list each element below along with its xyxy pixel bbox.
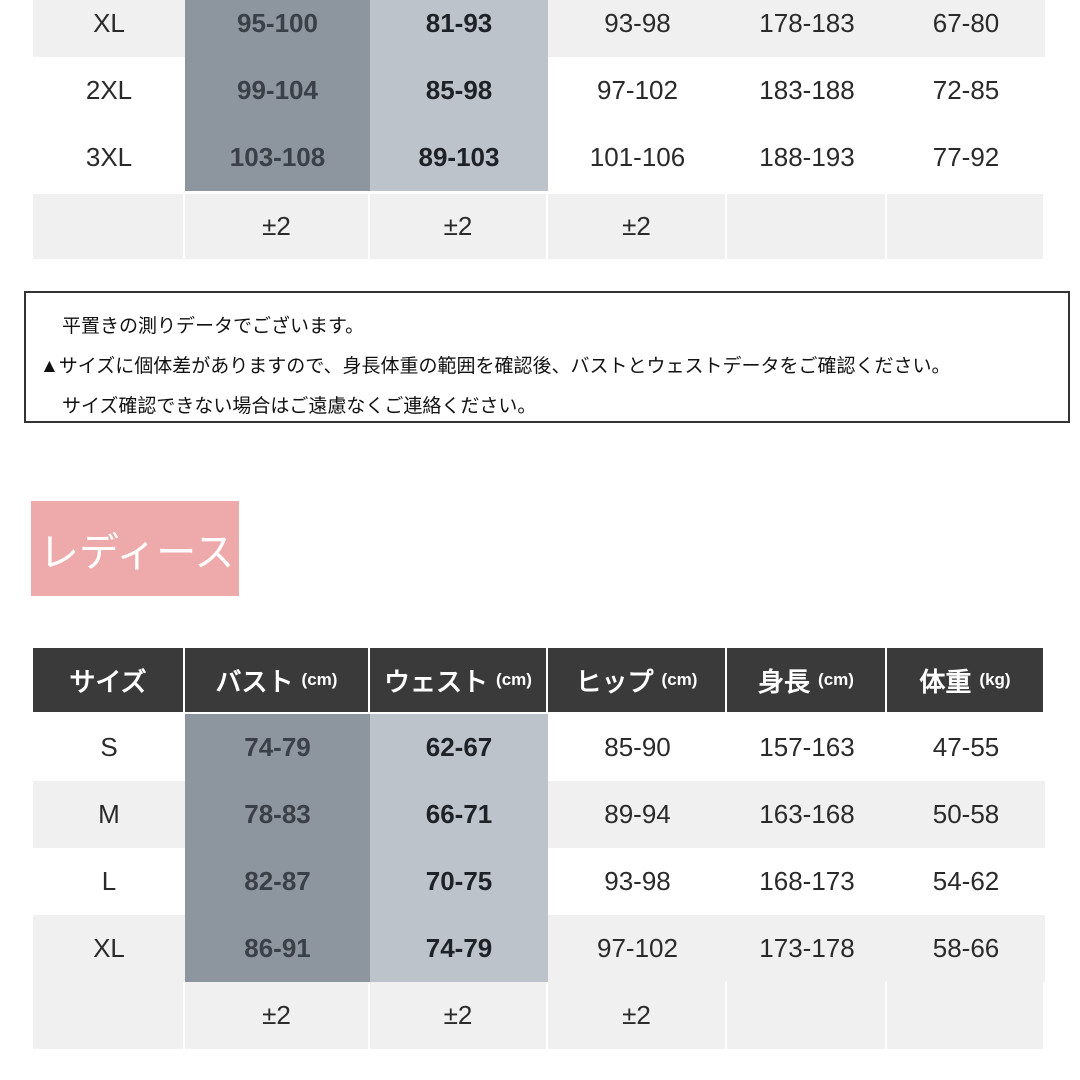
cell-height: 188-193 — [759, 142, 855, 172]
cell-size: XL — [93, 933, 125, 963]
cell-weight: 72-85 — [932, 75, 1000, 105]
cell-bust: 82-87 — [185, 848, 370, 915]
cell-hip: 85-90 — [604, 732, 671, 762]
tolerance-row: ±2 ±2 ±2 — [33, 194, 1045, 259]
header-label: 身長 — [758, 666, 811, 697]
header-height: 身長 (cm) — [727, 648, 887, 712]
table-row: XL 86-91 74-79 97-102 173-178 58-66 — [33, 915, 1045, 982]
ladies-section-label: レディース — [31, 501, 239, 596]
cell-waist: 81-93 — [370, 0, 548, 57]
cell-hip: ±2 — [548, 982, 727, 1049]
cell-height: 163-168 — [759, 799, 855, 829]
cell-waist: 62-67 — [370, 714, 548, 781]
cell-waist: 74-79 — [370, 915, 548, 982]
table-row: 3XL 103-108 89-103 101-106 188-193 77-92 — [33, 124, 1045, 191]
mens-size-table: XL 95-100 81-93 93-98 178-183 67-80 2XL 99-104 8… — [33, 0, 1045, 259]
table-row: XL 95-100 81-93 93-98 178-183 67-80 — [33, 0, 1045, 57]
cell-bust: 74-79 — [185, 714, 370, 781]
cell-bust: ±2 — [185, 982, 370, 1049]
table-row: S 74-79 62-67 85-90 157-163 47-55 — [33, 714, 1045, 781]
tolerance-row: ±2 ±2 ±2 — [33, 982, 1045, 1049]
table-header: サイズ バスト (cm) ウェスト (cm) ヒップ (cm) 身長 (cm) 体重 (kg) — [33, 648, 1045, 712]
cell-bust: 95-100 — [185, 0, 370, 57]
cell-weight: 47-55 — [932, 732, 1000, 762]
size-note: 平置きの測りデータでございます。 ▲サイズに個体差がありますので、身長体重の範囲… — [24, 291, 1070, 423]
cell-height: 178-183 — [759, 8, 855, 38]
note-line: 平置きの測りデータでございます。 — [62, 316, 365, 337]
cell-size: 3XL — [85, 142, 133, 172]
cell-waist: 85-98 — [370, 57, 548, 124]
cell-hip: 97-102 — [597, 75, 678, 105]
cell-bust: ±2 — [185, 194, 370, 259]
header-bust: バスト (cm) — [185, 648, 370, 712]
header-unit: (cm) — [496, 670, 532, 689]
cell-hip: 93-98 — [604, 866, 671, 896]
header-unit: (cm) — [301, 670, 338, 689]
cell-height: 183-188 — [759, 75, 855, 105]
cell-weight — [887, 982, 1045, 1049]
cell-weight: 77-92 — [932, 142, 1000, 172]
cell-waist: 89-103 — [370, 124, 548, 191]
table-row: 2XL 99-104 85-98 97-102 183-188 72-85 — [33, 57, 1045, 124]
cell-height — [727, 982, 887, 1049]
header-hip: ヒップ (cm) — [548, 648, 727, 712]
cell-size — [33, 982, 185, 1049]
header-label: サイズ — [69, 666, 147, 697]
header-label: ウェスト — [384, 666, 489, 697]
cell-height: 168-173 — [759, 866, 855, 896]
cell-size: 2XL — [85, 75, 133, 105]
cell-hip: 97-102 — [597, 933, 678, 963]
table-row: L 82-87 70-75 93-98 168-173 54-62 — [33, 848, 1045, 915]
cell-bust: 103-108 — [185, 124, 370, 191]
cell-weight: 54-62 — [932, 866, 1000, 896]
header-weight: 体重 (kg) — [887, 648, 1045, 712]
cell-height — [727, 194, 887, 259]
cell-bust: 86-91 — [185, 915, 370, 982]
cell-bust: 78-83 — [185, 781, 370, 848]
header-waist: ウェスト (cm) — [370, 648, 548, 712]
cell-waist: ±2 — [370, 194, 548, 259]
header-label: 体重 — [919, 666, 972, 697]
cell-height: 157-163 — [759, 732, 855, 762]
cell-weight — [887, 194, 1045, 259]
cell-waist: 66-71 — [370, 781, 548, 848]
header-unit: (kg) — [979, 670, 1011, 689]
cell-weight: 58-66 — [932, 933, 1000, 963]
ladies-size-table: サイズ バスト (cm) ウェスト (cm) ヒップ (cm) 身長 (cm) 体重 (kg) S 7… — [33, 648, 1045, 1049]
header-label: ヒップ — [575, 666, 654, 697]
cell-hip: 89-94 — [604, 799, 671, 829]
cell-height: 173-178 — [759, 933, 855, 963]
cell-waist: 70-75 — [370, 848, 548, 915]
header-size: サイズ — [33, 648, 185, 712]
note-line: サイズ確認できない場合はご遠慮なくご連絡ください。 — [62, 396, 537, 417]
header-label: バスト — [215, 666, 294, 697]
cell-size: L — [101, 866, 117, 896]
header-unit: (cm) — [818, 670, 854, 689]
header-unit: (cm) — [661, 670, 698, 689]
cell-size: S — [100, 732, 118, 762]
cell-bust: 99-104 — [185, 57, 370, 124]
cell-size — [33, 194, 185, 259]
note-line: ▲サイズに個体差がありますので、身長体重の範囲を確認後、バストとウェストデータを… — [40, 356, 951, 377]
cell-hip: 101-106 — [589, 142, 686, 172]
cell-waist: ±2 — [370, 982, 548, 1049]
cell-weight: 67-80 — [932, 8, 1000, 38]
cell-size: XL — [93, 8, 125, 38]
cell-weight: 50-58 — [932, 799, 1000, 829]
cell-hip: 93-98 — [604, 8, 671, 38]
table-row: M 78-83 66-71 89-94 163-168 50-58 — [33, 781, 1045, 848]
cell-size: M — [98, 799, 120, 829]
cell-hip: ±2 — [548, 194, 727, 259]
